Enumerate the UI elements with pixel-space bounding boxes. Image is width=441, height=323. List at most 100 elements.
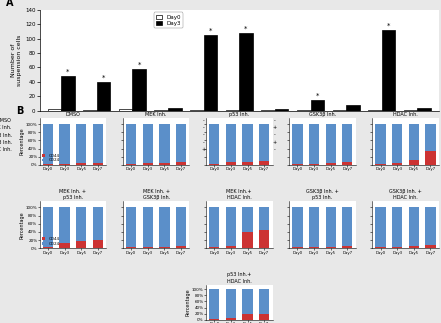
Text: +: +: [273, 125, 277, 130]
Text: -: -: [274, 147, 276, 152]
Text: -: -: [239, 140, 240, 145]
Text: GSK3β Inh.: GSK3β Inh.: [0, 140, 12, 145]
Bar: [243, 289, 253, 320]
Bar: [93, 240, 103, 248]
Text: +: +: [273, 140, 277, 145]
Bar: [60, 164, 70, 165]
Bar: [375, 207, 386, 248]
Bar: [60, 243, 70, 248]
Bar: [142, 207, 153, 248]
Bar: [159, 246, 170, 248]
Text: -: -: [203, 125, 205, 130]
Bar: [425, 124, 436, 165]
Bar: [325, 246, 336, 248]
Bar: [204, 35, 217, 110]
Bar: [309, 207, 319, 248]
Bar: [76, 124, 86, 165]
Bar: [418, 109, 431, 110]
Bar: [259, 207, 269, 248]
Bar: [43, 124, 53, 165]
Bar: [43, 247, 53, 248]
Text: +: +: [166, 140, 170, 145]
Text: -: -: [417, 118, 419, 123]
Text: HDAC Inh.: HDAC Inh.: [0, 147, 12, 152]
Bar: [119, 109, 132, 110]
Bar: [226, 289, 236, 320]
Bar: [93, 163, 103, 165]
Bar: [226, 207, 236, 248]
Bar: [76, 207, 86, 248]
Bar: [126, 124, 136, 165]
Bar: [126, 207, 136, 248]
Bar: [243, 124, 253, 165]
Bar: [259, 161, 269, 165]
Bar: [209, 247, 220, 248]
Bar: [209, 207, 220, 248]
Title: MEK Inh.+
HDAC Inh.: MEK Inh.+ HDAC Inh.: [227, 189, 252, 200]
Text: *: *: [138, 61, 141, 67]
Text: p53 Inh.: p53 Inh.: [0, 133, 12, 138]
Bar: [209, 124, 220, 165]
Bar: [226, 124, 236, 165]
Text: -: -: [203, 118, 205, 123]
Text: -: -: [96, 147, 97, 152]
Text: +: +: [237, 125, 241, 130]
Text: -: -: [310, 133, 311, 138]
Bar: [292, 207, 303, 248]
Y-axis label: Percentage: Percentage: [19, 211, 24, 239]
Bar: [76, 241, 86, 248]
Text: -: -: [60, 147, 62, 152]
Text: -: -: [310, 118, 311, 123]
Text: -: -: [381, 125, 383, 130]
Title: p53 Inh.+
HDAC Inh.: p53 Inh.+ HDAC Inh.: [227, 272, 252, 284]
Text: -: -: [167, 147, 169, 152]
Text: -: -: [96, 118, 97, 123]
Title: HDAC Inh.: HDAC Inh.: [393, 112, 418, 117]
Text: -: -: [345, 125, 347, 130]
Bar: [342, 162, 352, 165]
Bar: [275, 109, 288, 110]
Bar: [97, 82, 110, 110]
Text: -: -: [60, 125, 62, 130]
Text: +: +: [130, 133, 135, 138]
Bar: [159, 207, 170, 248]
Text: -: -: [417, 125, 419, 130]
Bar: [61, 76, 75, 110]
Title: GSK3β Inh.: GSK3β Inh.: [309, 112, 336, 117]
Bar: [375, 124, 386, 165]
Bar: [382, 30, 395, 110]
Title: MEK Inh.: MEK Inh.: [146, 112, 167, 117]
Bar: [325, 207, 336, 248]
Bar: [346, 106, 360, 110]
Text: -: -: [131, 147, 133, 152]
Bar: [43, 207, 53, 248]
Legend: CD44, CD24: CD44, CD24: [42, 237, 60, 246]
Bar: [375, 164, 386, 165]
Text: +: +: [237, 133, 241, 138]
Bar: [159, 163, 170, 165]
Bar: [159, 124, 170, 165]
Bar: [259, 289, 269, 320]
Bar: [226, 162, 236, 165]
Text: -: -: [60, 140, 62, 145]
Bar: [243, 207, 253, 248]
Bar: [176, 207, 186, 248]
Text: *: *: [316, 93, 319, 99]
Text: +: +: [344, 140, 348, 145]
Text: -: -: [167, 133, 169, 138]
Bar: [259, 124, 269, 165]
Text: *: *: [387, 22, 390, 28]
Text: -: -: [203, 140, 205, 145]
Bar: [48, 109, 61, 110]
Bar: [243, 314, 253, 320]
Bar: [325, 124, 336, 165]
Bar: [259, 314, 269, 320]
Bar: [142, 124, 153, 165]
Bar: [409, 246, 419, 248]
Bar: [209, 289, 220, 320]
Bar: [292, 247, 303, 248]
Bar: [226, 318, 236, 320]
Bar: [342, 124, 352, 165]
Text: -: -: [274, 118, 276, 123]
Bar: [375, 247, 386, 248]
